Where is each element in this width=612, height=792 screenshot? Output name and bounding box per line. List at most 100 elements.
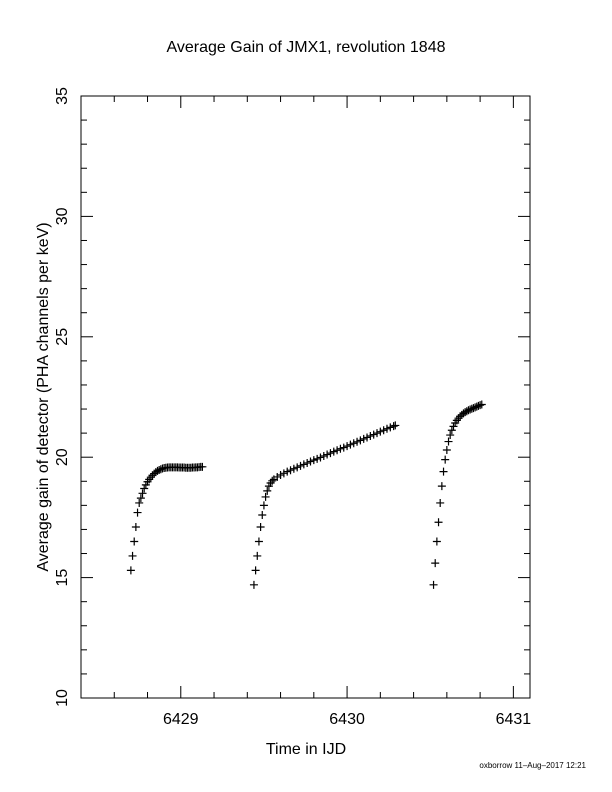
data-point xyxy=(249,580,258,589)
data-point xyxy=(449,422,458,431)
data-point xyxy=(454,414,463,423)
data-point xyxy=(391,421,400,430)
data-point xyxy=(286,466,295,475)
data-point xyxy=(256,523,265,532)
data-point xyxy=(293,463,302,472)
data-point xyxy=(283,467,292,476)
data-point xyxy=(296,461,305,470)
data-point xyxy=(128,551,137,560)
data-point xyxy=(369,430,378,439)
data-point xyxy=(356,436,365,445)
data-point xyxy=(476,401,485,410)
data-point xyxy=(261,492,270,501)
data-point xyxy=(437,482,446,491)
data-point xyxy=(446,431,455,440)
data-point xyxy=(471,403,480,412)
data-point xyxy=(389,422,398,431)
data-point xyxy=(138,489,147,498)
data-point xyxy=(316,453,325,462)
data-point xyxy=(309,456,318,465)
data-point xyxy=(363,433,372,442)
data-point xyxy=(273,472,282,481)
data-point xyxy=(439,467,448,476)
data-point xyxy=(461,408,470,417)
data-point xyxy=(131,523,140,532)
data-point xyxy=(253,551,262,560)
x-tick-labels: 6429 6430 6431 xyxy=(163,711,531,728)
data-point xyxy=(466,405,475,414)
data-point xyxy=(329,447,338,456)
data-point xyxy=(382,424,391,433)
data-point xyxy=(447,426,456,435)
data-point xyxy=(343,442,352,451)
data-point xyxy=(336,444,345,453)
data-point xyxy=(156,465,165,474)
data-point xyxy=(323,450,332,459)
data-point xyxy=(326,449,335,458)
y-tick-label: 20 xyxy=(54,448,71,466)
y-tick-labels: 10 15 20 25 30 35 xyxy=(54,87,71,707)
data-point xyxy=(140,484,149,493)
axis-ticks xyxy=(80,95,530,699)
data-point xyxy=(444,437,453,446)
data-point xyxy=(477,400,486,409)
data-point xyxy=(299,460,308,469)
x-tick-label: 6430 xyxy=(329,711,365,728)
chart-title: Average Gain of JMX1, revolution 1848 xyxy=(167,39,446,56)
data-point xyxy=(303,458,312,467)
data-point xyxy=(436,498,445,507)
data-point xyxy=(434,518,443,527)
data-point xyxy=(135,498,144,507)
data-point xyxy=(346,440,355,449)
data-point xyxy=(472,402,481,411)
data-point xyxy=(379,426,388,435)
data-point xyxy=(349,439,358,448)
data-point xyxy=(366,432,375,441)
data-point xyxy=(146,473,155,482)
data-point xyxy=(432,537,441,546)
data-point xyxy=(306,457,315,466)
data-point xyxy=(268,476,277,485)
data-point xyxy=(319,451,328,460)
data-point xyxy=(276,471,285,480)
data-point xyxy=(469,404,478,413)
data-point xyxy=(263,486,272,495)
data-point xyxy=(386,423,395,432)
data-point xyxy=(464,406,473,415)
x-tick-label: 6429 xyxy=(163,711,199,728)
data-point xyxy=(198,462,207,471)
y-tick-label: 35 xyxy=(54,87,71,105)
y-axis-label: Average gain of detector (PHA channels p… xyxy=(35,222,52,571)
data-point xyxy=(258,510,267,519)
data-point xyxy=(254,537,263,546)
data-point xyxy=(130,537,139,546)
data-point xyxy=(462,407,471,416)
data-point xyxy=(251,566,260,575)
data-point xyxy=(313,454,322,463)
y-tick-label: 30 xyxy=(54,207,71,225)
y-tick-label: 25 xyxy=(54,328,71,346)
x-tick-label: 6431 xyxy=(496,711,532,728)
data-point xyxy=(136,494,145,503)
data-point xyxy=(155,465,164,474)
data-point xyxy=(442,445,451,454)
data-point xyxy=(467,404,476,413)
data-point xyxy=(429,580,438,589)
data-point xyxy=(376,427,385,436)
data-point xyxy=(279,469,288,478)
footer-stamp: oxborrow 11–Aug–2017 12:21 xyxy=(479,761,586,770)
data-point xyxy=(431,559,440,568)
data-point xyxy=(133,508,142,517)
data-points xyxy=(126,400,486,589)
data-point xyxy=(126,566,135,575)
data-point xyxy=(474,401,483,410)
data-point xyxy=(333,446,342,455)
data-point xyxy=(353,437,362,446)
data-point xyxy=(153,466,162,475)
y-tick-label: 15 xyxy=(54,569,71,587)
data-point xyxy=(359,434,368,443)
data-point xyxy=(373,429,382,438)
y-tick-label: 10 xyxy=(54,689,71,707)
plot-frame xyxy=(80,95,531,699)
